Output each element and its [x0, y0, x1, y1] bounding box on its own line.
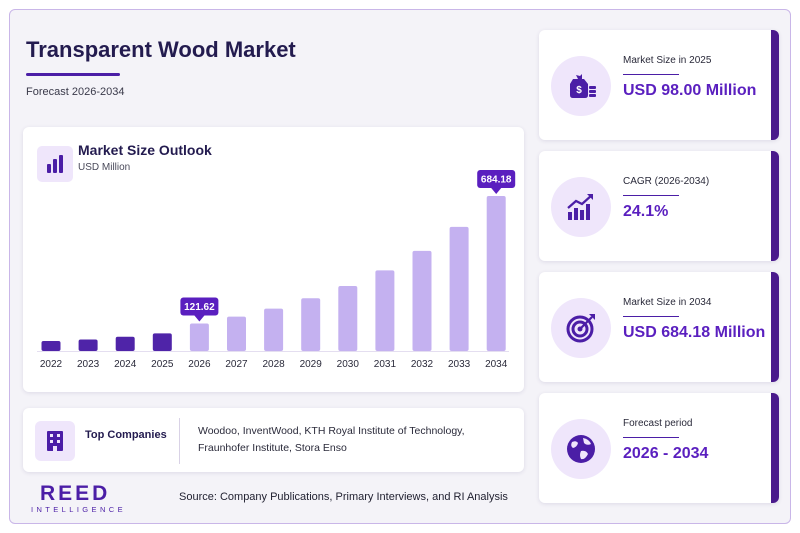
x-tick-label: 2032 [411, 359, 434, 370]
svg-text:121.62: 121.62 [184, 302, 215, 313]
stat-card-cagr: CAGR (2026-2034) 24.1% [539, 151, 779, 261]
bar-2033 [449, 226, 469, 351]
svg-text:$: $ [576, 85, 582, 96]
svg-text:684.18: 684.18 [481, 175, 512, 186]
bar-chart-icon [37, 146, 73, 182]
bar-2025 [152, 333, 172, 351]
target-icon [551, 298, 611, 358]
x-tick-label: 2025 [151, 359, 174, 370]
stat-label: Market Size in 2034 [623, 297, 712, 308]
brand-logo-main: REED [40, 482, 111, 505]
stat-value: 2026 - 2034 [623, 445, 709, 462]
x-tick-label: 2028 [262, 359, 285, 370]
money-bag-icon: $ [551, 56, 611, 116]
stat-divider [623, 437, 679, 438]
bar-2029 [301, 298, 321, 351]
x-tick-label: 2029 [300, 359, 323, 370]
building-icon [35, 421, 75, 461]
chart-title: Market Size Outlook [78, 142, 212, 158]
companies-divider [179, 418, 180, 464]
x-tick-label: 2033 [448, 359, 471, 370]
x-tick-label: 2030 [337, 359, 360, 370]
page-subtitle: Forecast 2026-2034 [26, 86, 125, 98]
top-companies-list: Woodoo, InventWood, KTH Royal Institute … [198, 425, 465, 454]
chart-unit-label: USD Million [78, 162, 131, 173]
market-size-bar-chart: 2022 2023 2024 2025 2026 121.62 2027 2028 2029 20… [37, 170, 516, 370]
stat-card-market-size-2025: $ Market Size in 2025 USD 98.00 Million [539, 30, 779, 140]
bar-2031 [375, 270, 395, 351]
top-companies-card: Top Companies Woodoo, InventWood, KTH Ro… [23, 408, 524, 472]
globe-icon [551, 419, 611, 479]
page-title: Transparent Wood Market [26, 37, 296, 62]
bar-2028 [264, 308, 284, 351]
data-label-2026: 121.62 [180, 297, 219, 322]
bar-2023 [78, 339, 98, 351]
x-tick-label: 2022 [40, 359, 63, 370]
bar-2027 [227, 316, 246, 351]
stat-card-forecast-period: Forecast period 2026 - 2034 [539, 393, 779, 503]
bar-2026 [189, 323, 209, 351]
stat-value: USD 98.00 Million [623, 82, 757, 99]
title-underline [26, 73, 120, 76]
stat-value: 24.1% [623, 203, 669, 220]
stat-divider [623, 74, 679, 75]
stat-card-market-size-2034: Market Size in 2034 USD 684.18 Million [539, 272, 779, 382]
data-label-2034: 684.18 [477, 170, 516, 194]
stat-label: CAGR (2026-2034) [623, 176, 710, 187]
bar-2032 [412, 250, 432, 351]
top-companies-label: Top Companies [85, 429, 167, 441]
x-tick-label: 2024 [114, 359, 137, 370]
brand-logo-sub: INTELLIGENCE [31, 505, 126, 514]
x-tick-label: 2027 [225, 359, 248, 370]
stat-divider [623, 316, 679, 317]
bar-2034 [486, 196, 506, 351]
x-tick-label: 2031 [374, 359, 397, 370]
stat-divider [623, 195, 679, 196]
x-tick-label: 2026 [188, 359, 211, 370]
stat-label: Market Size in 2025 [623, 55, 712, 66]
bar-2022 [41, 341, 61, 351]
bar-2024 [115, 336, 135, 351]
bar-2030 [338, 285, 358, 351]
x-tick-label: 2023 [77, 359, 100, 370]
stat-value: USD 684.18 Million [623, 324, 766, 341]
growth-chart-icon [551, 177, 611, 237]
market-size-chart-card: Market Size Outlook USD Million 2022 2023… [23, 127, 524, 392]
x-tick-label: 2034 [485, 359, 508, 370]
source-note: Source: Company Publications, Primary In… [179, 491, 508, 503]
stat-label: Forecast period [623, 418, 693, 429]
